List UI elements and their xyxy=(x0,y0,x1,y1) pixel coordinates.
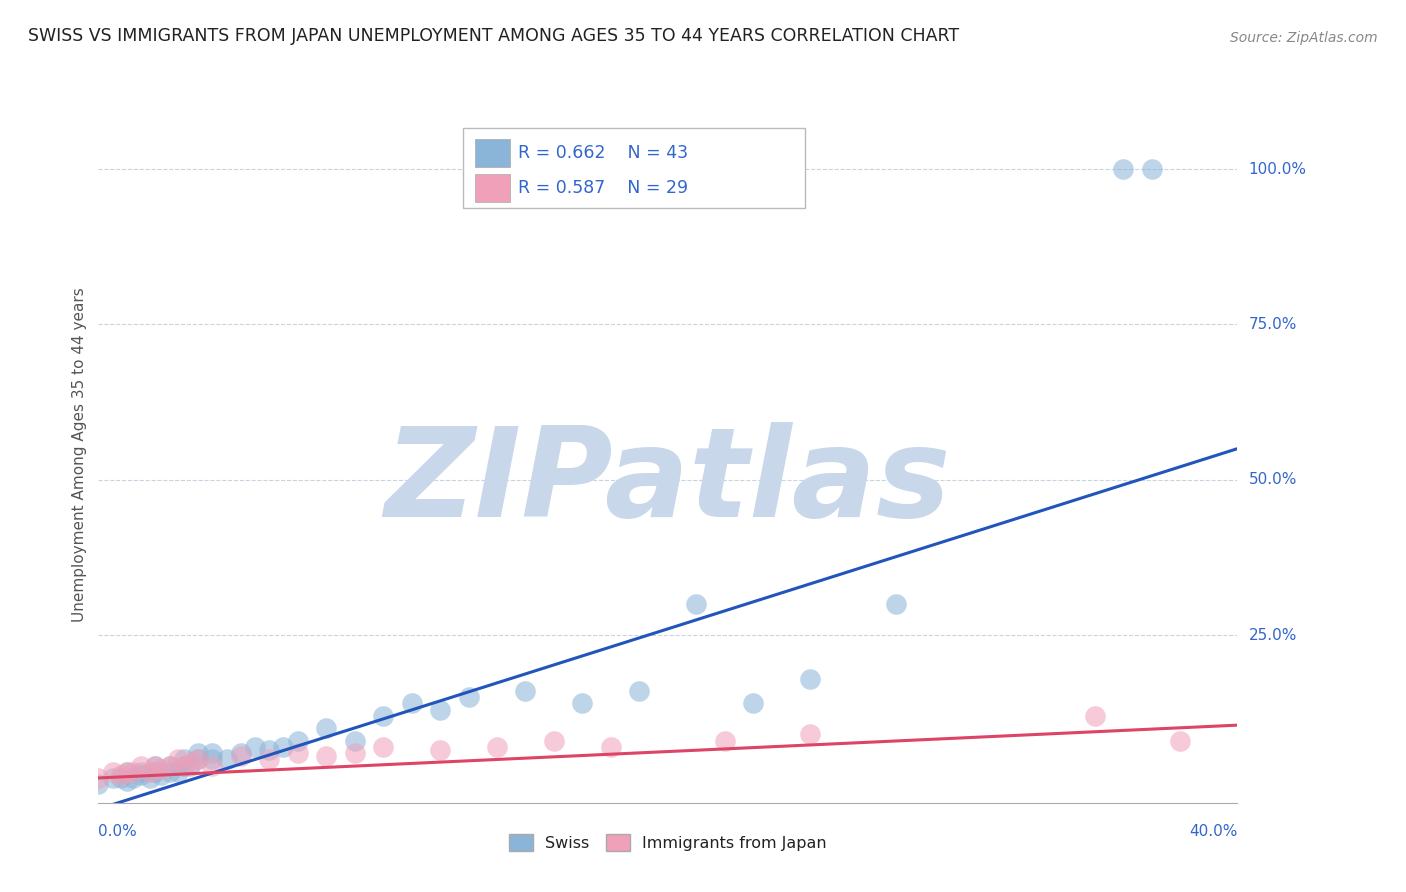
Point xyxy=(150,762,173,776)
Point xyxy=(159,758,181,772)
Text: R = 0.662    N = 43: R = 0.662 N = 43 xyxy=(517,144,688,162)
Text: ZIPatlas: ZIPatlas xyxy=(385,422,950,543)
Point xyxy=(129,764,152,779)
Point xyxy=(138,764,160,779)
Text: R = 0.587    N = 29: R = 0.587 N = 29 xyxy=(517,178,688,197)
Text: 50.0%: 50.0% xyxy=(1249,472,1296,487)
Point xyxy=(373,708,395,723)
Point xyxy=(1140,162,1163,177)
Text: 25.0%: 25.0% xyxy=(1249,628,1296,642)
Point xyxy=(201,758,224,772)
Point xyxy=(173,752,195,766)
Point xyxy=(884,597,907,611)
Point xyxy=(181,756,204,770)
Point xyxy=(173,758,195,772)
Point xyxy=(201,746,224,760)
Point xyxy=(167,764,190,779)
Text: 0.0%: 0.0% xyxy=(98,823,138,838)
Y-axis label: Unemployment Among Ages 35 to 44 years: Unemployment Among Ages 35 to 44 years xyxy=(72,287,87,623)
Point xyxy=(101,764,124,779)
Point xyxy=(201,752,224,766)
Point xyxy=(628,684,651,698)
Point xyxy=(401,697,423,711)
Point xyxy=(457,690,479,705)
Point xyxy=(685,597,707,611)
Point xyxy=(101,771,124,785)
Point xyxy=(187,752,209,766)
Point xyxy=(121,764,143,779)
Point xyxy=(543,733,565,747)
Text: Source: ZipAtlas.com: Source: ZipAtlas.com xyxy=(1230,30,1378,45)
Point xyxy=(115,764,138,779)
Point xyxy=(179,758,201,772)
Point xyxy=(714,733,737,747)
Point xyxy=(138,771,160,785)
Point xyxy=(259,743,281,757)
FancyBboxPatch shape xyxy=(475,174,509,202)
FancyBboxPatch shape xyxy=(475,139,509,167)
Text: 100.0%: 100.0% xyxy=(1249,161,1306,177)
Point xyxy=(173,758,195,772)
Point xyxy=(229,746,252,760)
Point xyxy=(110,768,132,782)
Legend: Swiss, Immigrants from Japan: Swiss, Immigrants from Japan xyxy=(502,828,834,857)
Point xyxy=(742,697,765,711)
Point xyxy=(150,768,173,782)
Point xyxy=(187,746,209,760)
Point xyxy=(121,771,143,785)
Text: SWISS VS IMMIGRANTS FROM JAPAN UNEMPLOYMENT AMONG AGES 35 TO 44 YEARS CORRELATIO: SWISS VS IMMIGRANTS FROM JAPAN UNEMPLOYM… xyxy=(28,27,959,45)
Text: 75.0%: 75.0% xyxy=(1249,317,1296,332)
Point xyxy=(799,727,821,741)
Point xyxy=(287,746,309,760)
Point xyxy=(129,768,152,782)
Point xyxy=(273,739,295,754)
Point xyxy=(1170,733,1192,747)
Point xyxy=(429,743,451,757)
Point xyxy=(259,752,281,766)
Point xyxy=(129,758,152,772)
Point xyxy=(115,774,138,789)
Point xyxy=(799,672,821,686)
Point xyxy=(145,764,167,779)
FancyBboxPatch shape xyxy=(463,128,804,208)
Text: 40.0%: 40.0% xyxy=(1189,823,1237,838)
Point xyxy=(287,733,309,747)
Point xyxy=(315,721,337,735)
Point xyxy=(315,749,337,764)
Point xyxy=(600,739,623,754)
Point xyxy=(145,758,167,772)
Point xyxy=(515,684,537,698)
Point xyxy=(115,764,138,779)
Point xyxy=(1112,162,1135,177)
Point xyxy=(243,739,266,754)
Point xyxy=(429,703,451,717)
Point xyxy=(229,749,252,764)
Point xyxy=(486,739,509,754)
Point xyxy=(1084,708,1107,723)
Point xyxy=(187,752,209,766)
Point xyxy=(159,764,181,779)
Point xyxy=(167,752,190,766)
Point xyxy=(343,733,366,747)
Point xyxy=(215,752,238,766)
Point xyxy=(373,739,395,754)
Point xyxy=(87,771,110,785)
Point xyxy=(571,697,593,711)
Point xyxy=(159,758,181,772)
Point xyxy=(145,758,167,772)
Point xyxy=(110,771,132,785)
Point xyxy=(87,777,110,791)
Point xyxy=(343,746,366,760)
